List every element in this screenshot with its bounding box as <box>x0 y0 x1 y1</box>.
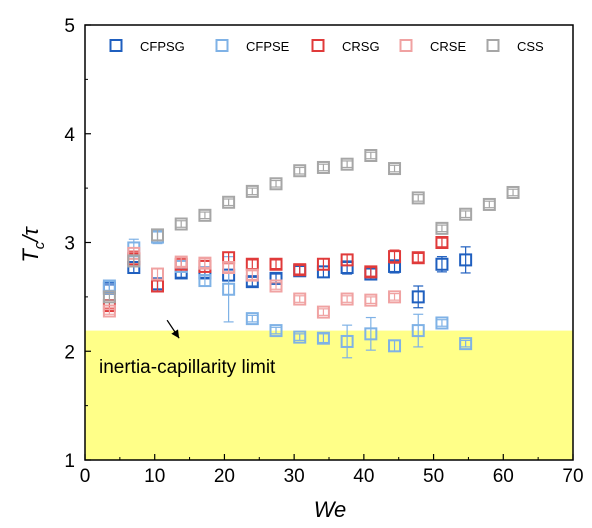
data-point <box>435 221 449 235</box>
y-tick-label: 2 <box>64 342 75 363</box>
data-point <box>293 164 307 178</box>
legend-marker <box>215 39 229 52</box>
series-css <box>102 149 520 304</box>
data-point <box>245 312 259 326</box>
data-point <box>340 334 354 348</box>
data-point <box>340 292 354 306</box>
legend-label: CFPSE <box>246 39 290 54</box>
data-point <box>316 160 330 174</box>
data-point <box>269 324 283 338</box>
data-point <box>269 279 283 293</box>
data-point <box>435 257 449 271</box>
data-point <box>174 217 188 231</box>
x-tick-label: 20 <box>214 466 235 487</box>
data-point <box>388 162 402 176</box>
data-point <box>269 177 283 191</box>
y-tick-label: 5 <box>64 16 75 37</box>
data-point <box>340 157 354 171</box>
y-tick-label: 1 <box>64 451 75 472</box>
legend-item-cfpsg: CFPSG <box>109 39 185 54</box>
legend-label: CFPSG <box>140 39 185 54</box>
data-point <box>340 253 354 267</box>
data-point <box>506 185 520 199</box>
data-point <box>127 254 141 268</box>
series-crse <box>102 246 402 319</box>
data-point <box>459 207 473 221</box>
data-point <box>198 256 212 270</box>
legend-marker <box>399 39 413 52</box>
data-point <box>459 337 473 351</box>
data-point <box>364 327 378 341</box>
annotation-arrowhead <box>171 329 180 339</box>
data-point <box>411 290 425 304</box>
y-axis-title: Tc/τ <box>18 226 48 263</box>
data-point <box>293 330 307 344</box>
data-point <box>364 149 378 162</box>
data-point <box>388 290 402 304</box>
data-point <box>293 292 307 306</box>
y-axis-title-rest: /τ <box>18 226 43 244</box>
y-axis-title-main: T <box>18 248 43 263</box>
legend-marker <box>311 39 325 52</box>
data-point <box>364 265 378 279</box>
data-point <box>435 236 449 249</box>
data-layer <box>102 149 520 359</box>
legend-item-cfpse: CFPSE <box>215 39 290 54</box>
x-tick-label: 30 <box>284 466 305 487</box>
shaded-region <box>85 330 573 460</box>
data-point <box>198 274 212 288</box>
data-point <box>222 282 236 296</box>
y-axis-title-sub: c <box>31 241 48 249</box>
data-point <box>411 191 425 205</box>
data-point <box>411 324 425 338</box>
legend-item-crse: CRSE <box>399 39 466 54</box>
axis-layer: 0 10 20 30 40 50 60 70 1 2 3 4 5 <box>64 16 583 487</box>
data-point <box>245 268 259 282</box>
data-point <box>174 255 188 269</box>
data-point <box>482 197 496 211</box>
svg-text:Tc/τ: Tc/τ <box>18 226 48 263</box>
data-point <box>316 331 330 345</box>
legend-item-crsg: CRSG <box>311 39 380 54</box>
x-tick-label: 50 <box>423 466 444 487</box>
data-point <box>364 293 378 307</box>
data-point <box>435 316 449 330</box>
legend-label: CSS <box>517 39 544 54</box>
data-point <box>269 257 283 271</box>
data-point <box>245 184 259 198</box>
data-point <box>293 263 307 277</box>
data-point <box>222 195 236 209</box>
data-point <box>222 261 236 275</box>
series-cfpsg <box>102 246 473 309</box>
annotation: inertia-capillarity limit <box>99 319 276 378</box>
x-tick-label: 70 <box>562 466 583 487</box>
x-tick-label: 60 <box>493 466 514 487</box>
data-point <box>151 267 165 281</box>
data-point <box>316 257 330 271</box>
data-point <box>151 228 165 242</box>
y-tick-label: 3 <box>64 234 75 255</box>
region-layer <box>85 330 573 460</box>
legend-item-css: CSS <box>486 39 544 54</box>
data-point <box>316 305 330 319</box>
data-point <box>102 290 116 304</box>
x-tick-label: 0 <box>80 466 91 487</box>
data-point <box>411 251 425 265</box>
legend-marker <box>486 39 500 52</box>
x-axis-title: We <box>314 497 347 522</box>
legend: CFPSG CFPSE CRSG CRSE CSS <box>109 39 544 54</box>
legend-marker <box>109 39 123 52</box>
legend-label: CRSE <box>430 39 466 54</box>
data-point <box>388 339 402 353</box>
annotation-text: inertia-capillarity limit <box>99 357 276 378</box>
y-tick-label: 4 <box>64 125 75 146</box>
data-point <box>102 304 116 318</box>
data-point <box>459 253 473 267</box>
data-point <box>198 208 212 222</box>
x-tick-label: 40 <box>353 466 374 487</box>
x-tick-label: 10 <box>144 466 165 487</box>
data-point <box>388 250 402 264</box>
legend-label: CRSG <box>342 39 380 54</box>
